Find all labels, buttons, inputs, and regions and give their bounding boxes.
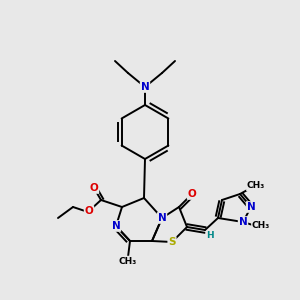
- Text: N: N: [247, 202, 255, 212]
- Text: CH₃: CH₃: [119, 256, 137, 266]
- Text: N: N: [238, 217, 247, 227]
- Text: H: H: [206, 232, 214, 241]
- Text: O: O: [188, 189, 196, 199]
- Text: N: N: [158, 213, 166, 223]
- Text: S: S: [168, 237, 176, 247]
- Text: O: O: [90, 183, 98, 193]
- Text: N: N: [112, 221, 120, 231]
- Text: N: N: [141, 82, 149, 92]
- Text: CH₃: CH₃: [247, 182, 265, 190]
- Text: O: O: [85, 206, 93, 216]
- Text: CH₃: CH₃: [252, 221, 270, 230]
